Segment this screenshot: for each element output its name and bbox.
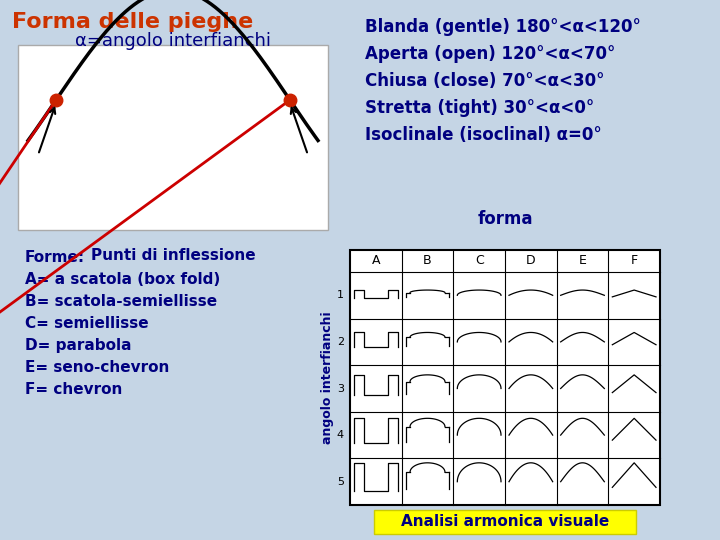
Text: Blanda (gentle) 180°<α<120°: Blanda (gentle) 180°<α<120° bbox=[365, 18, 641, 36]
Text: Analisi armonica visuale: Analisi armonica visuale bbox=[401, 515, 609, 530]
Text: angolo interfianchi: angolo interfianchi bbox=[322, 311, 335, 444]
Text: E= seno-chevron: E= seno-chevron bbox=[25, 360, 169, 375]
FancyBboxPatch shape bbox=[374, 510, 636, 534]
Text: 4: 4 bbox=[337, 430, 344, 440]
Text: Chiusa (close) 70°<α<30°: Chiusa (close) 70°<α<30° bbox=[365, 72, 605, 90]
Text: B= scatola-semiellisse: B= scatola-semiellisse bbox=[25, 294, 217, 309]
Text: F: F bbox=[631, 254, 638, 267]
Text: B: B bbox=[423, 254, 432, 267]
Text: 3: 3 bbox=[337, 383, 344, 394]
Text: D= parabola: D= parabola bbox=[25, 338, 132, 353]
Text: A= a scatola (box fold): A= a scatola (box fold) bbox=[25, 272, 220, 287]
FancyBboxPatch shape bbox=[18, 45, 328, 230]
Text: 2: 2 bbox=[337, 337, 344, 347]
Text: Forma delle pieghe: Forma delle pieghe bbox=[12, 12, 253, 32]
Text: 5: 5 bbox=[337, 477, 344, 487]
Text: Punti di inflessione: Punti di inflessione bbox=[91, 248, 256, 263]
Text: E: E bbox=[579, 254, 586, 267]
Text: Forme:: Forme: bbox=[25, 250, 85, 265]
FancyBboxPatch shape bbox=[350, 250, 660, 505]
Text: D: D bbox=[526, 254, 536, 267]
Text: Aperta (open) 120°<α<70°: Aperta (open) 120°<α<70° bbox=[365, 45, 616, 63]
Text: Isoclinale (isoclinal) α=0°: Isoclinale (isoclinal) α=0° bbox=[365, 126, 602, 144]
Text: C= semiellisse: C= semiellisse bbox=[25, 316, 148, 331]
Text: F= chevron: F= chevron bbox=[25, 382, 122, 397]
Text: α=angolo interfianchi: α=angolo interfianchi bbox=[75, 32, 271, 50]
Text: forma: forma bbox=[477, 210, 533, 228]
Text: Stretta (tight) 30°<α<0°: Stretta (tight) 30°<α<0° bbox=[365, 99, 594, 117]
Text: C: C bbox=[474, 254, 484, 267]
Text: A: A bbox=[372, 254, 380, 267]
Text: 1: 1 bbox=[337, 291, 344, 300]
